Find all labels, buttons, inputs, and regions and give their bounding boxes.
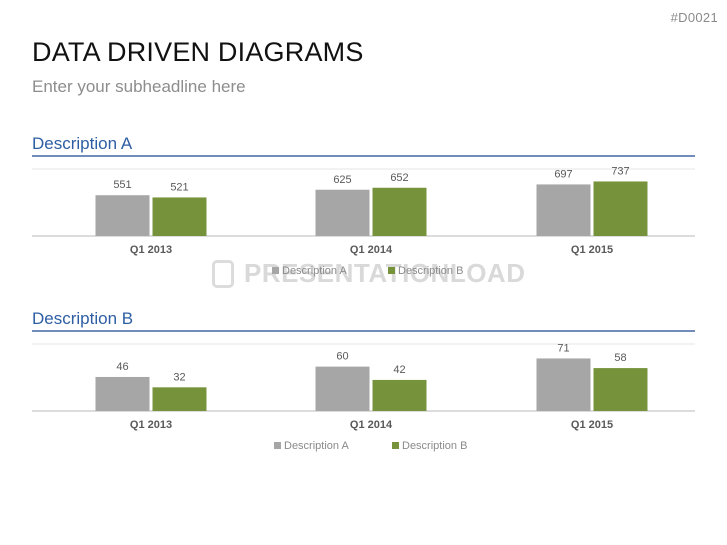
x-tick-label: Q1 2013: [130, 244, 172, 256]
chart-a-rule: [32, 155, 695, 157]
bar-series-b: [593, 181, 648, 236]
x-tick-label: Q1 2015: [571, 419, 613, 431]
page-subtitle: Enter your subheadline here: [32, 77, 246, 96]
data-label: 521: [170, 181, 188, 193]
bar-series-a: [95, 376, 150, 411]
x-tick-label: Q1 2015: [571, 244, 613, 256]
x-tick-label: Q1 2013: [130, 419, 172, 431]
bar-series-b: [372, 187, 427, 236]
bar-series-a: [95, 195, 150, 236]
data-label: 697: [554, 168, 572, 180]
bar-series-b: [593, 368, 648, 411]
legend-swatch-a: [274, 442, 281, 449]
data-label: 42: [393, 364, 405, 376]
legend-label: Description A: [282, 265, 347, 277]
bar-series-b: [152, 387, 207, 411]
data-label: 551: [113, 179, 131, 191]
chart-description-a: 551 521 Q1 2013 625 652 Q1 2014 697 737 Q1 2015 D…: [32, 165, 695, 277]
data-label: 737: [611, 165, 629, 177]
data-label: 46: [116, 361, 128, 373]
data-label: 32: [173, 371, 185, 383]
bar-series-a: [315, 189, 370, 236]
data-label: 71: [557, 342, 569, 354]
chart-b-title: Description B: [32, 309, 134, 328]
bar-series-b: [152, 197, 207, 236]
x-tick-label: Q1 2014: [350, 244, 393, 256]
legend-swatch-b: [388, 267, 395, 274]
bar-series-b: [372, 379, 427, 411]
bar-series-a: [315, 366, 370, 411]
chart-a-title: Description A: [32, 134, 133, 153]
legend-swatch-a: [272, 267, 279, 274]
x-tick-label: Q1 2014: [350, 419, 393, 431]
legend-label: Description B: [398, 265, 463, 277]
data-label: 58: [614, 352, 626, 364]
page-title: DATA DRIVEN DIAGRAMS: [32, 37, 364, 67]
chart-description-b: 46 32 Q1 2013 60 42 Q1 2014 71 58 Q1 2015 Descrip…: [32, 342, 695, 452]
bar-series-a: [536, 358, 591, 411]
legend-label: Description B: [402, 440, 467, 452]
chart-b-rule: [32, 330, 695, 332]
data-label: 60: [336, 351, 348, 363]
slide-id: #D0021: [670, 10, 718, 25]
legend-label: Description A: [284, 440, 349, 452]
data-label: 652: [390, 172, 408, 184]
legend-swatch-b: [392, 442, 399, 449]
data-label: 625: [333, 174, 351, 186]
bar-series-a: [536, 184, 591, 236]
